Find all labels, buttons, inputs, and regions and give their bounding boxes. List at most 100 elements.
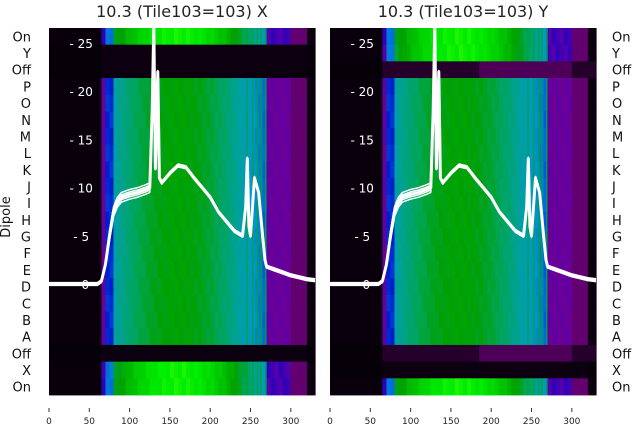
- heatmap-cell: [214, 244, 219, 262]
- heatmap-cell: [194, 261, 199, 279]
- heatmap-cell: [186, 344, 191, 363]
- heatmap-cell: [390, 111, 396, 129]
- heatmap-cell: [487, 161, 492, 179]
- heatmap-cell: [202, 194, 207, 212]
- heatmap-cell: [330, 361, 335, 379]
- heatmap-cell: [286, 211, 292, 229]
- heatmap-cell: [515, 344, 521, 363]
- heatmap-cell: [230, 28, 235, 46]
- heatmap-cell: [547, 161, 553, 179]
- rfi-line: [256, 144, 259, 162]
- heatmap-cell: [507, 344, 512, 363]
- heatmap-row: [49, 94, 316, 112]
- heatmap-cell: [342, 328, 347, 346]
- heatmap-cell: [81, 378, 86, 396]
- heatmap-row: [330, 144, 597, 162]
- heatmap-cell: [454, 128, 460, 146]
- heatmap-cell: [491, 311, 496, 329]
- heatmap-cell: [266, 178, 272, 196]
- heatmap-cell: [382, 61, 388, 79]
- heatmap-cell: [49, 294, 54, 312]
- heatmap-cell: [306, 361, 312, 379]
- heatmap-cell: [105, 194, 111, 212]
- heatmap-cell: [278, 144, 284, 162]
- heatmap-cell: [346, 278, 351, 296]
- heatmap-cell: [89, 28, 94, 46]
- heatmap-cell: [133, 211, 139, 229]
- heatmap-cell: [527, 61, 533, 79]
- heatmap-cell: [543, 44, 549, 62]
- heatmap-cell: [330, 228, 335, 246]
- heatmap-cell: [234, 378, 240, 396]
- rfi-line: [527, 378, 529, 395]
- heatmap-cell: [49, 128, 54, 146]
- heatmap-cell: [61, 44, 66, 62]
- heatmap-cell: [587, 111, 593, 129]
- heatmap-cell: [559, 178, 565, 196]
- heatmap-cell: [418, 78, 424, 96]
- heatmap-cell: [274, 128, 280, 146]
- heatmap-cell: [523, 44, 529, 62]
- row-label: I: [27, 197, 31, 212]
- heatmap-cell: [186, 78, 191, 96]
- heatmap-cell: [270, 128, 276, 146]
- heatmap-cell: [390, 44, 396, 62]
- heatmap-cell: [338, 161, 343, 179]
- heatmap-cell: [298, 244, 304, 262]
- heatmap-cell: [210, 228, 215, 246]
- heatmap-cell: [242, 44, 248, 62]
- x-tick-label: 100: [121, 417, 138, 427]
- heatmap-cell: [282, 194, 288, 212]
- heatmap-cell: [406, 328, 412, 346]
- heatmap-cell: [487, 361, 492, 379]
- heatmap-cell: [507, 378, 512, 396]
- heatmap-cell: [567, 311, 573, 329]
- heatmap-cell: [101, 144, 107, 162]
- heatmap-cell: [551, 194, 557, 212]
- heatmap-cell: [230, 161, 235, 179]
- heatmap-cell: [190, 194, 195, 212]
- heatmap-cell: [591, 261, 597, 279]
- heatmap-cell: [194, 361, 199, 379]
- heatmap-cell: [334, 111, 339, 129]
- heatmap-cell: [85, 28, 90, 46]
- heatmap-cell: [61, 94, 66, 112]
- heatmap-cell: [503, 294, 508, 312]
- heatmap-cell: [354, 211, 359, 229]
- heatmap-cell: [210, 294, 215, 312]
- heatmap-cell: [402, 361, 408, 379]
- heatmap-cell: [370, 44, 375, 62]
- heatmap-cell: [567, 294, 573, 312]
- heatmap-cell: [559, 378, 565, 396]
- rfi-line: [252, 328, 254, 345]
- heatmap-cell: [591, 111, 597, 129]
- heatmap-cell: [242, 244, 248, 262]
- heatmap-cell: [137, 328, 143, 346]
- heatmap-cell: [475, 178, 480, 196]
- heatmap-cell: [402, 328, 408, 346]
- heatmap-cell: [414, 44, 420, 62]
- heatmap-cell: [149, 211, 155, 229]
- rfi-line: [256, 78, 259, 95]
- heatmap-cell: [306, 311, 312, 329]
- heatmap-cell: [398, 111, 404, 129]
- heatmap-cell: [169, 178, 175, 196]
- heatmap-cell: [567, 278, 573, 296]
- heatmap-cell: [575, 378, 581, 396]
- heatmap-cell: [543, 311, 549, 329]
- heatmap-row: [49, 344, 316, 363]
- heatmap-cell: [57, 344, 62, 363]
- heatmap-cell: [214, 194, 219, 212]
- heatmap-cell: [242, 128, 248, 146]
- heatmap-cell: [487, 228, 492, 246]
- panel-y: 10.3 (Tile103=103) YOnYOffPONMLKJIHGFEDC…: [327, 2, 632, 427]
- heatmap-cell: [458, 144, 464, 162]
- heatmap-cell: [366, 111, 371, 129]
- heatmap-cell: [559, 161, 565, 179]
- heatmap-cell: [543, 378, 549, 396]
- heatmap-cell: [334, 344, 339, 363]
- heatmap-cell: [378, 228, 383, 246]
- heatmap-cell: [402, 44, 408, 62]
- heatmap-row: [49, 111, 316, 129]
- heatmap-cell: [579, 278, 585, 296]
